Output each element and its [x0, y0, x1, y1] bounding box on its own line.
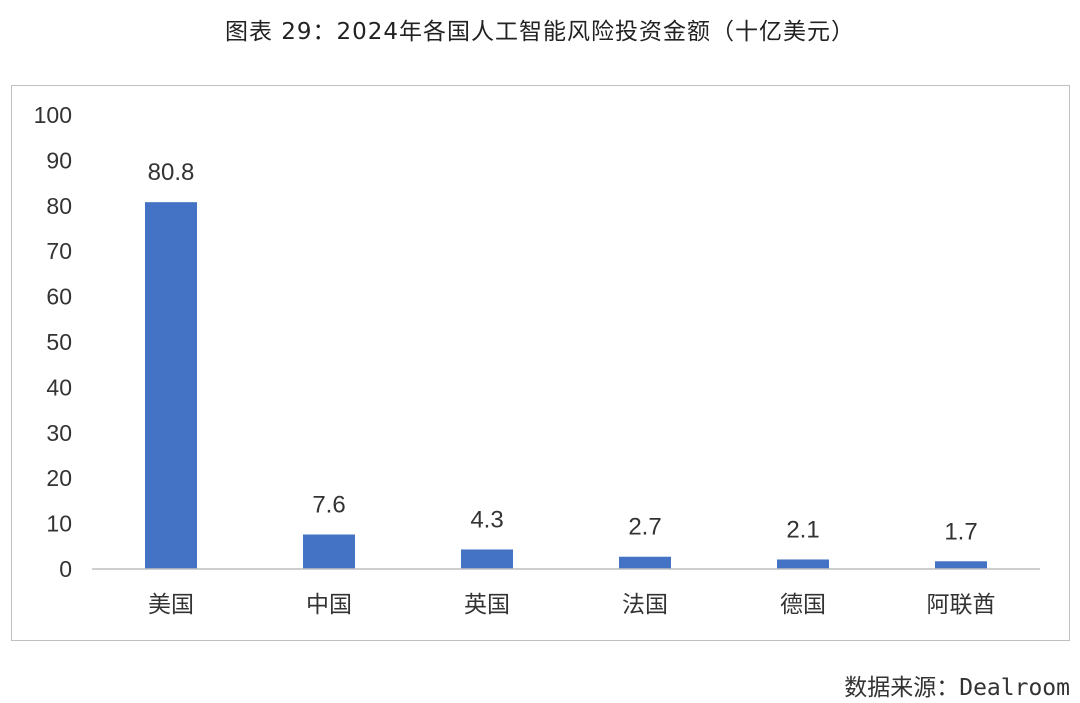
y-tick-label: 0 — [59, 556, 72, 582]
bar — [619, 556, 671, 569]
bar — [461, 549, 513, 569]
y-tick-label: 50 — [46, 329, 72, 355]
category-labels: 美国 中国 英国 法国 德国 阿联酋 — [148, 592, 996, 618]
y-tick-label: 60 — [46, 284, 72, 310]
y-axis-ticks: 0 10 20 30 40 50 60 70 80 90 100 — [34, 102, 72, 582]
bar — [935, 561, 987, 569]
y-tick-label: 80 — [46, 193, 72, 219]
bar — [145, 202, 197, 569]
chart-frame — [11, 85, 1070, 641]
y-tick-label: 70 — [46, 238, 72, 264]
source-note: 数据来源：Dealroom — [844, 675, 1070, 701]
x-tick-label: 美国 — [148, 592, 194, 618]
x-tick-label: 中国 — [306, 592, 352, 618]
data-label: 2.1 — [786, 516, 819, 543]
bars — [145, 202, 987, 569]
y-tick-label: 40 — [46, 374, 72, 400]
y-tick-label: 20 — [46, 465, 72, 491]
data-label: 1.7 — [944, 518, 977, 545]
x-tick-label: 英国 — [464, 592, 510, 618]
data-label: 4.3 — [470, 506, 503, 533]
y-tick-label: 90 — [46, 147, 72, 173]
bar — [303, 534, 355, 569]
chart-title: 图表 29：2024年各国人工智能风险投资金额（十亿美元） — [224, 19, 856, 45]
data-label: 7.6 — [312, 491, 345, 518]
data-label: 80.8 — [148, 159, 195, 186]
x-tick-label: 德国 — [780, 592, 826, 618]
x-tick-label: 阿联酋 — [927, 592, 996, 618]
bar — [777, 559, 829, 569]
x-tick-label: 法国 — [622, 592, 668, 618]
y-tick-label: 100 — [34, 102, 72, 128]
data-label: 2.7 — [628, 514, 661, 541]
y-tick-label: 30 — [46, 420, 72, 446]
y-tick-label: 10 — [46, 511, 72, 537]
data-labels: 80.8 7.6 4.3 2.7 2.1 1.7 — [148, 159, 978, 545]
